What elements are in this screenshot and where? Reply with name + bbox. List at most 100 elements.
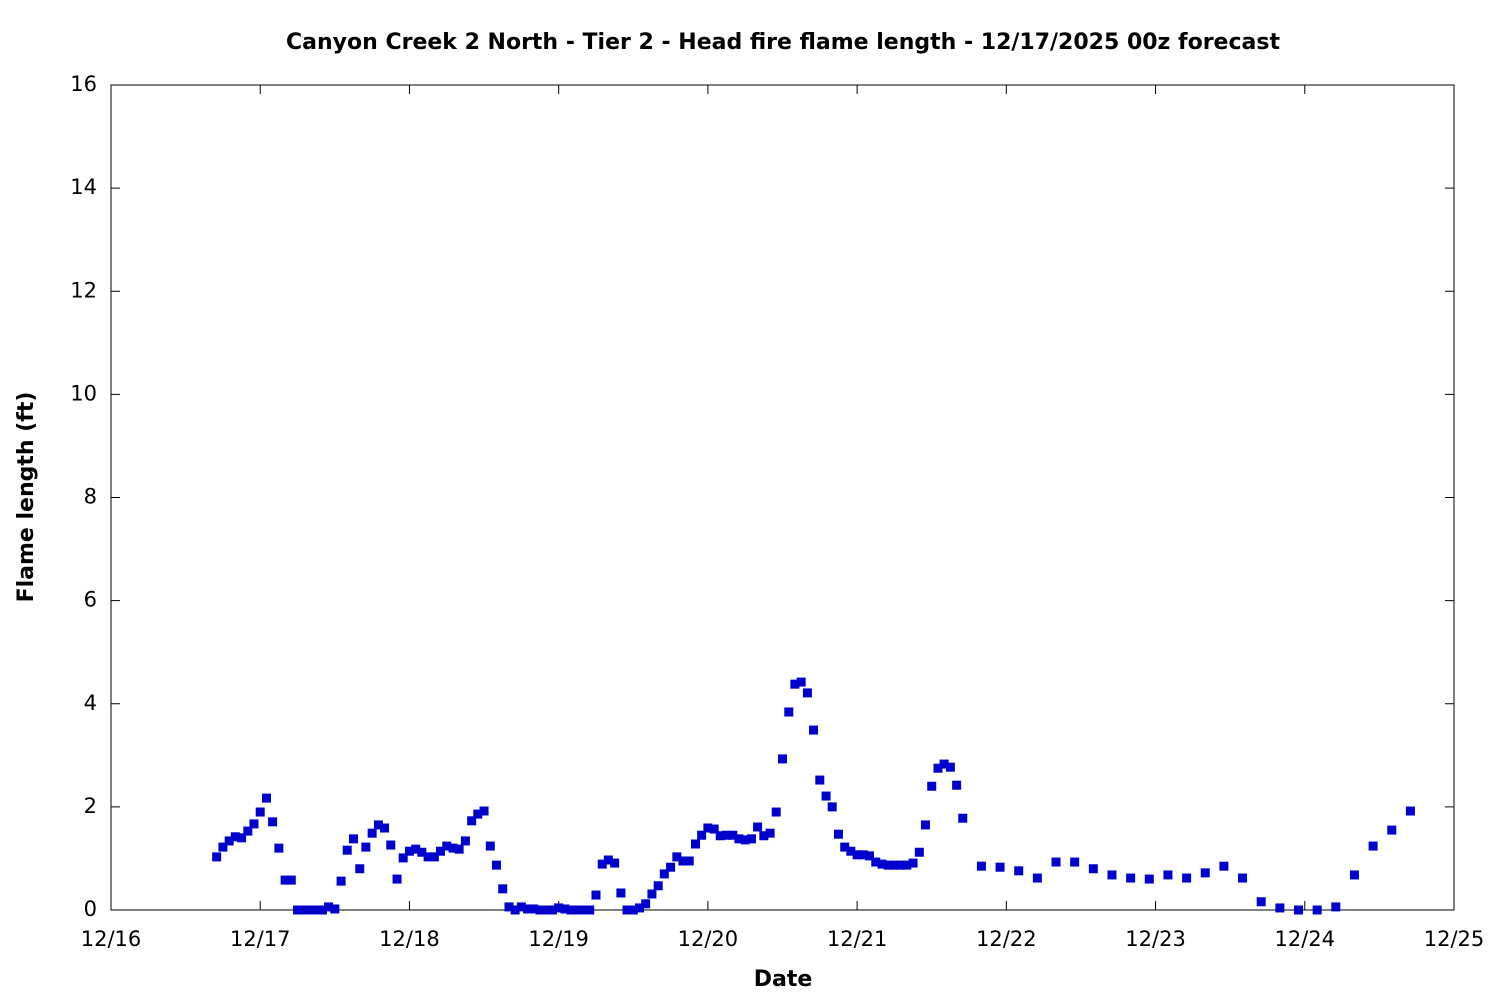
- data-point: [722, 830, 732, 840]
- data-point: [877, 859, 887, 869]
- data-point: [641, 899, 651, 909]
- data-point: [249, 819, 259, 829]
- data-point: [541, 905, 551, 915]
- data-point: [274, 843, 284, 853]
- data-point: [927, 781, 937, 791]
- data-point: [585, 905, 595, 915]
- data-point: [504, 902, 514, 912]
- data-point: [697, 830, 707, 840]
- data-point: [771, 807, 781, 817]
- data-point: [1163, 870, 1173, 880]
- data-point: [840, 842, 850, 852]
- data-point: [746, 834, 756, 844]
- data-point: [616, 888, 626, 898]
- data-point: [411, 844, 421, 854]
- data-point: [945, 762, 955, 772]
- data-point: [243, 826, 253, 836]
- data-point: [765, 828, 775, 838]
- data-point: [237, 833, 247, 843]
- data-point: [1256, 897, 1266, 907]
- data-point: [324, 902, 334, 912]
- data-point: [709, 824, 719, 834]
- data-point: [1349, 870, 1359, 880]
- y-tick-label: 2: [84, 794, 97, 818]
- data-point: [547, 905, 557, 915]
- x-axis-label: Date: [754, 967, 813, 992]
- data-point: [1070, 857, 1080, 867]
- data-point: [442, 841, 452, 851]
- data-point: [883, 860, 893, 870]
- data-point: [373, 820, 383, 830]
- data-point: [976, 861, 986, 871]
- data-point: [485, 841, 495, 851]
- data-point: [827, 802, 837, 812]
- data-point: [672, 852, 682, 862]
- data-point: [1051, 857, 1061, 867]
- data-point: [871, 857, 881, 867]
- data-point: [1032, 873, 1042, 883]
- data-point: [560, 904, 570, 914]
- data-point: [305, 905, 315, 915]
- data-point: [653, 881, 663, 891]
- data-point: [491, 860, 501, 870]
- data-point: [392, 874, 402, 884]
- data-point: [454, 844, 464, 854]
- data-point: [1275, 903, 1285, 913]
- data-point: [995, 862, 1005, 872]
- data-point: [647, 889, 657, 899]
- data-point: [1238, 873, 1248, 883]
- data-point: [666, 862, 676, 872]
- data-point: [914, 847, 924, 857]
- y-tick-label: 0: [84, 897, 97, 921]
- data-point: [778, 754, 787, 764]
- data-point: [230, 832, 240, 842]
- data-point: [535, 905, 545, 915]
- data-point: [784, 707, 794, 717]
- y-tick-label: 16: [70, 72, 97, 96]
- data-point: [628, 905, 638, 915]
- data-point: [815, 775, 825, 785]
- data-point: [342, 845, 352, 855]
- x-tick-label: 12/18: [379, 927, 440, 951]
- data-point: [299, 905, 309, 915]
- x-tick-label: 12/17: [230, 927, 291, 951]
- data-point: [958, 813, 968, 823]
- data-point: [355, 864, 365, 874]
- data-point: [224, 836, 234, 846]
- data-point: [715, 831, 725, 841]
- data-point: [902, 860, 912, 870]
- data-point: [330, 904, 340, 914]
- data-point: [610, 858, 620, 868]
- data-point: [435, 846, 445, 856]
- data-point: [809, 725, 819, 735]
- data-point: [268, 817, 278, 827]
- data-point: [380, 823, 390, 833]
- data-point: [1294, 905, 1304, 915]
- data-point: [529, 904, 539, 914]
- y-tick-label: 6: [84, 588, 97, 612]
- data-point: [498, 884, 508, 894]
- data-point: [348, 834, 358, 844]
- y-tick-label: 10: [70, 381, 97, 405]
- data-point: [417, 847, 427, 857]
- data-point: [852, 850, 862, 860]
- data-point: [1387, 825, 1397, 835]
- data-point: [678, 856, 688, 866]
- x-tick-label: 12/24: [1275, 927, 1336, 951]
- data-point: [939, 759, 949, 769]
- data-point: [579, 905, 589, 915]
- data-point: [1312, 905, 1322, 915]
- data-point: [423, 852, 433, 862]
- data-point: [691, 839, 701, 849]
- data-point: [603, 855, 613, 865]
- data-point: [479, 806, 489, 816]
- data-point: [753, 822, 763, 832]
- data-point: [510, 905, 520, 915]
- y-tick-label: 14: [70, 175, 97, 199]
- data-point: [554, 903, 564, 913]
- data-point: [448, 843, 458, 853]
- y-axis-label: Flame length (ft): [14, 392, 39, 603]
- data-point: [846, 846, 856, 856]
- data-point: [311, 905, 321, 915]
